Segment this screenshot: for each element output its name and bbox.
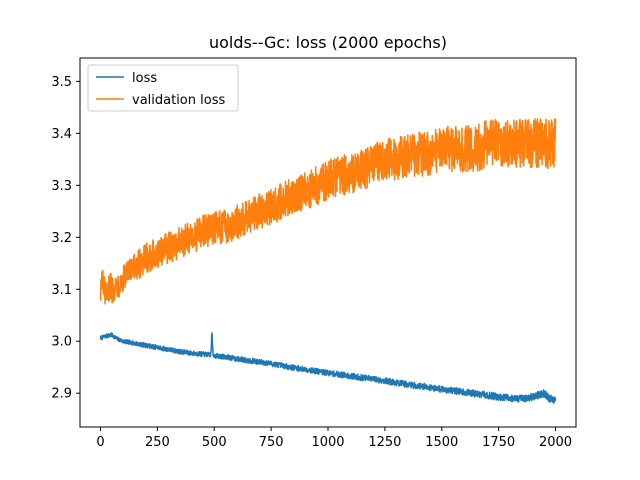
legend-label: validation loss <box>132 93 225 108</box>
x-tick-label: 1250 <box>368 435 401 450</box>
legend-label: loss <box>132 71 157 86</box>
y-tick-label: 3.0 <box>51 335 72 350</box>
y-tick-label: 2.9 <box>51 387 72 402</box>
x-tick-label: 2000 <box>539 435 572 450</box>
x-tick-label: 750 <box>259 435 284 450</box>
x-tick-label: 250 <box>145 435 170 450</box>
y-axis: 2.9 3.0 3.1 3.2 3.3 3.4 3.5 <box>51 75 80 402</box>
x-tick-label: 500 <box>202 435 227 450</box>
legend-box <box>87 64 239 112</box>
y-tick-label: 3.1 <box>51 283 72 298</box>
x-tick-label: 1500 <box>425 435 458 450</box>
y-tick-label: 3.5 <box>51 75 72 90</box>
y-tick-label: 3.3 <box>51 179 72 194</box>
y-tick-label: 3.2 <box>51 231 72 246</box>
series-line-validation-loss <box>99 117 557 305</box>
x-tick-label: 1750 <box>482 435 515 450</box>
chart-title: uolds--Gc: loss (2000 epochs) <box>209 33 447 52</box>
series-layer <box>99 117 557 404</box>
x-axis: 0 250 500 750 1000 1250 1500 1750 2000 <box>96 427 572 450</box>
legend: loss validation loss <box>87 64 239 112</box>
x-tick-label: 0 <box>96 435 104 450</box>
y-tick-label: 3.4 <box>51 127 72 142</box>
series-line-loss <box>99 332 557 404</box>
x-tick-label: 1000 <box>311 435 344 450</box>
